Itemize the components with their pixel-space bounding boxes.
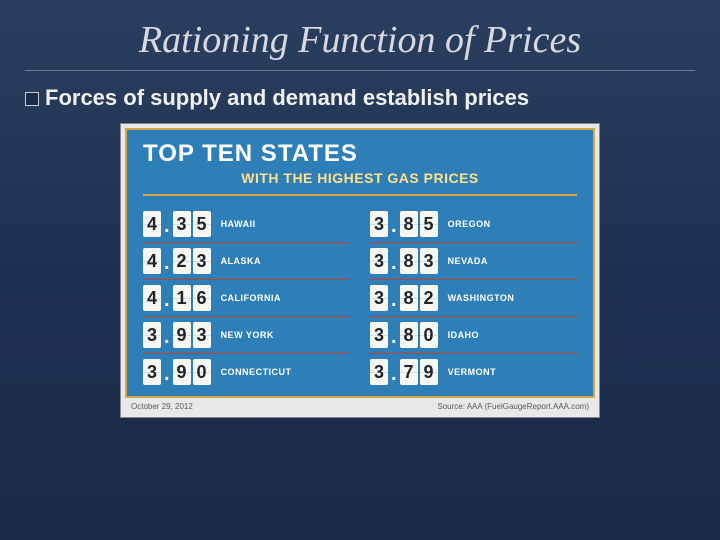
state-label: VERMONT [448, 367, 497, 377]
price-digit: 5 [420, 211, 438, 237]
infographic-inner: TOP TEN STATES WITH THE HIGHEST GAS PRIC… [125, 128, 595, 398]
footer-date: October 29, 2012 [131, 402, 193, 411]
price-digit: 8 [400, 211, 418, 237]
price-digit: 7 [400, 359, 418, 385]
state-label: IDAHO [448, 330, 480, 340]
price-digit: 3 [370, 211, 388, 237]
state-label: ALASKA [221, 256, 262, 266]
price-row: 3.80 IDAHO [370, 317, 577, 354]
footer-source: Source: AAA (FuelGaugeReport.AAA.com) [437, 402, 589, 411]
price-row: 4.35 HAWAII [143, 206, 350, 243]
price-digit: 9 [173, 359, 191, 385]
state-label: OREGON [448, 219, 491, 229]
decimal-point: . [390, 363, 398, 385]
price-display: 4.35 [143, 211, 211, 237]
price-digit: 4 [143, 211, 161, 237]
infographic-title: TOP TEN STATES [143, 140, 577, 168]
price-digit: 3 [193, 322, 211, 348]
price-row: 3.82 WASHINGTON [370, 280, 577, 317]
price-digit: 3 [420, 248, 438, 274]
price-digit: 9 [173, 322, 191, 348]
state-label: CALIFORNIA [221, 293, 282, 303]
price-digit: 3 [193, 248, 211, 274]
decimal-point: . [163, 252, 171, 274]
price-digit: 8 [400, 248, 418, 274]
price-digit: 0 [193, 359, 211, 385]
price-display: 3.82 [370, 285, 438, 311]
price-digit: 2 [173, 248, 191, 274]
decimal-point: . [390, 289, 398, 311]
price-row: 4.23 ALASKA [143, 243, 350, 280]
infographic-subtitle: WITH THE HIGHEST GAS PRICES [143, 170, 577, 186]
price-row: 3.90 CONNECTICUT [143, 354, 350, 390]
price-display: 3.93 [143, 322, 211, 348]
price-row: 3.79 VERMONT [370, 354, 577, 390]
price-digit: 1 [173, 285, 191, 311]
decimal-point: . [163, 215, 171, 237]
slide-title: Rationing Function of Prices [25, 0, 695, 71]
price-digit: 3 [370, 285, 388, 311]
price-digit: 8 [400, 285, 418, 311]
decimal-point: . [390, 326, 398, 348]
price-digit: 5 [193, 211, 211, 237]
price-row: 3.85 OREGON [370, 206, 577, 243]
left-column: 4.35HAWAII4.23ALASKA4.16CALIFORNIA3.93NE… [143, 206, 350, 390]
decimal-point: . [163, 289, 171, 311]
price-columns: 4.35HAWAII4.23ALASKA4.16CALIFORNIA3.93NE… [143, 206, 577, 390]
state-label: CONNECTICUT [221, 367, 292, 377]
decimal-point: . [390, 252, 398, 274]
price-digit: 6 [193, 285, 211, 311]
price-digit: 3 [370, 322, 388, 348]
price-digit: 0 [420, 322, 438, 348]
bullet-line: Forces of supply and demand establish pr… [0, 71, 720, 111]
price-display: 4.23 [143, 248, 211, 274]
price-row: 3.93 NEW YORK [143, 317, 350, 354]
price-row: 4.16 CALIFORNIA [143, 280, 350, 317]
price-row: 3.83 NEVADA [370, 243, 577, 280]
price-display: 4.16 [143, 285, 211, 311]
state-label: NEVADA [448, 256, 488, 266]
price-digit: 3 [143, 359, 161, 385]
state-label: WASHINGTON [448, 293, 515, 303]
bullet-text: Forces of supply and demand establish pr… [45, 85, 529, 110]
price-display: 3.83 [370, 248, 438, 274]
price-digit: 3 [370, 248, 388, 274]
price-digit: 4 [143, 285, 161, 311]
right-column: 3.85OREGON3.83NEVADA3.82WASHINGTON3.80ID… [370, 206, 577, 390]
infographic-panel: TOP TEN STATES WITH THE HIGHEST GAS PRIC… [120, 123, 600, 418]
price-digit: 3 [143, 322, 161, 348]
decimal-point: . [163, 363, 171, 385]
state-label: NEW YORK [221, 330, 274, 340]
price-display: 3.85 [370, 211, 438, 237]
price-digit: 3 [173, 211, 191, 237]
decimal-point: . [163, 326, 171, 348]
price-digit: 4 [143, 248, 161, 274]
state-label: HAWAII [221, 219, 256, 229]
price-display: 3.79 [370, 359, 438, 385]
price-display: 3.90 [143, 359, 211, 385]
price-digit: 8 [400, 322, 418, 348]
infographic-footer: October 29, 2012 Source: AAA (FuelGaugeR… [125, 398, 595, 413]
price-display: 3.80 [370, 322, 438, 348]
bullet-box-icon [25, 92, 39, 106]
price-digit: 2 [420, 285, 438, 311]
divider-icon [143, 194, 577, 196]
decimal-point: . [390, 215, 398, 237]
price-digit: 3 [370, 359, 388, 385]
price-digit: 9 [420, 359, 438, 385]
